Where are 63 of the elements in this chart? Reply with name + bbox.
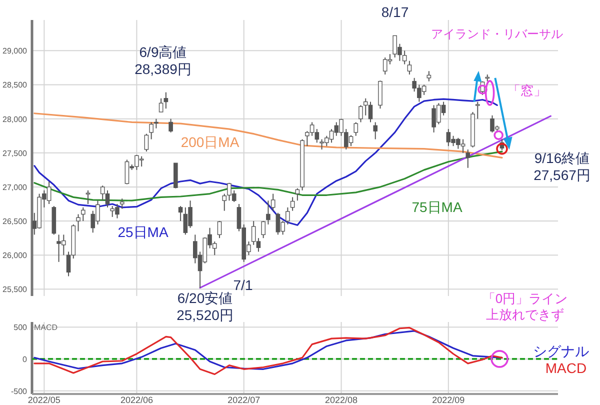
series-label: 75日MA: [412, 199, 463, 215]
y-tick-label: 25,500: [2, 285, 28, 294]
candlestick: [466, 148, 470, 168]
y-axis-title: MACD: [34, 323, 58, 332]
line-series: [34, 112, 503, 158]
annotation: 6/20安値: [177, 290, 233, 306]
y-tick-label: 500: [14, 323, 28, 332]
candlestick: [358, 104, 363, 123]
candlestick: [154, 118, 158, 129]
candlestick: [217, 220, 222, 239]
x-tick-label: 2022/05: [28, 395, 60, 405]
series-label: 25日MA: [118, 224, 169, 240]
text: MACD: [545, 360, 587, 376]
annotation: 6/9高値: [139, 44, 187, 60]
y-tick-label: -500: [10, 386, 28, 396]
candlestick: [149, 122, 154, 140]
candlestick: [475, 101, 480, 120]
candlestick: [373, 122, 378, 140]
candlestick: [168, 118, 173, 133]
annotation: 「0円」ライン: [482, 291, 568, 306]
x-tick-label: 2022/09: [432, 395, 465, 405]
candlestick: [120, 198, 124, 210]
candlestick: [76, 214, 80, 232]
candlestick: [178, 206, 183, 222]
y-tick-label: 27,500: [2, 148, 28, 158]
annotation: 7/1: [233, 277, 253, 293]
candlestick: [295, 188, 300, 202]
y-tick-label: 26,500: [2, 217, 28, 226]
candlestick: [270, 193, 276, 212]
y-tick-label: 28,000: [2, 114, 28, 124]
annotation: 上放れできず: [486, 307, 564, 322]
annotation: 27,567円: [534, 167, 590, 183]
series-label: 200日MA: [180, 134, 240, 150]
y-tick-label: 29,000: [2, 46, 28, 56]
candlestick: [378, 80, 382, 110]
text: シグナル: [533, 343, 589, 359]
candlestick: [286, 206, 290, 225]
candlestick: [80, 206, 86, 222]
candlestick: [426, 70, 432, 82]
x-tick-label: 2022/06: [120, 395, 153, 405]
annotation: 25,520円: [176, 307, 234, 323]
annotation: 「窓」: [508, 83, 546, 98]
annotation: 28,389円: [134, 61, 192, 77]
annotation: 8/17: [381, 4, 409, 20]
candlestick: [164, 92, 168, 110]
x-tick-label: 2022/08: [324, 395, 358, 405]
y-tick-label: 26,000: [2, 251, 28, 260]
candlestick: [144, 133, 149, 152]
candlestick: [354, 122, 358, 136]
y-tick-label: 27,000: [2, 182, 28, 192]
candlestick: [222, 193, 227, 212]
y-tick-label: 28,500: [2, 80, 28, 90]
x-tick-label: 2022/07: [228, 395, 260, 405]
y-tick-label: 0: [22, 354, 28, 364]
candlestick: [266, 200, 270, 225]
annotation: 9/16終値: [534, 150, 590, 166]
candlestick: [402, 50, 407, 65]
candlestick: [407, 60, 412, 76]
annotation: アイランド・リバーサル: [431, 27, 563, 41]
candlestick: [261, 220, 266, 239]
candlestick: [86, 190, 90, 204]
candlestick: [290, 196, 295, 212]
candlestick: [158, 98, 164, 112]
